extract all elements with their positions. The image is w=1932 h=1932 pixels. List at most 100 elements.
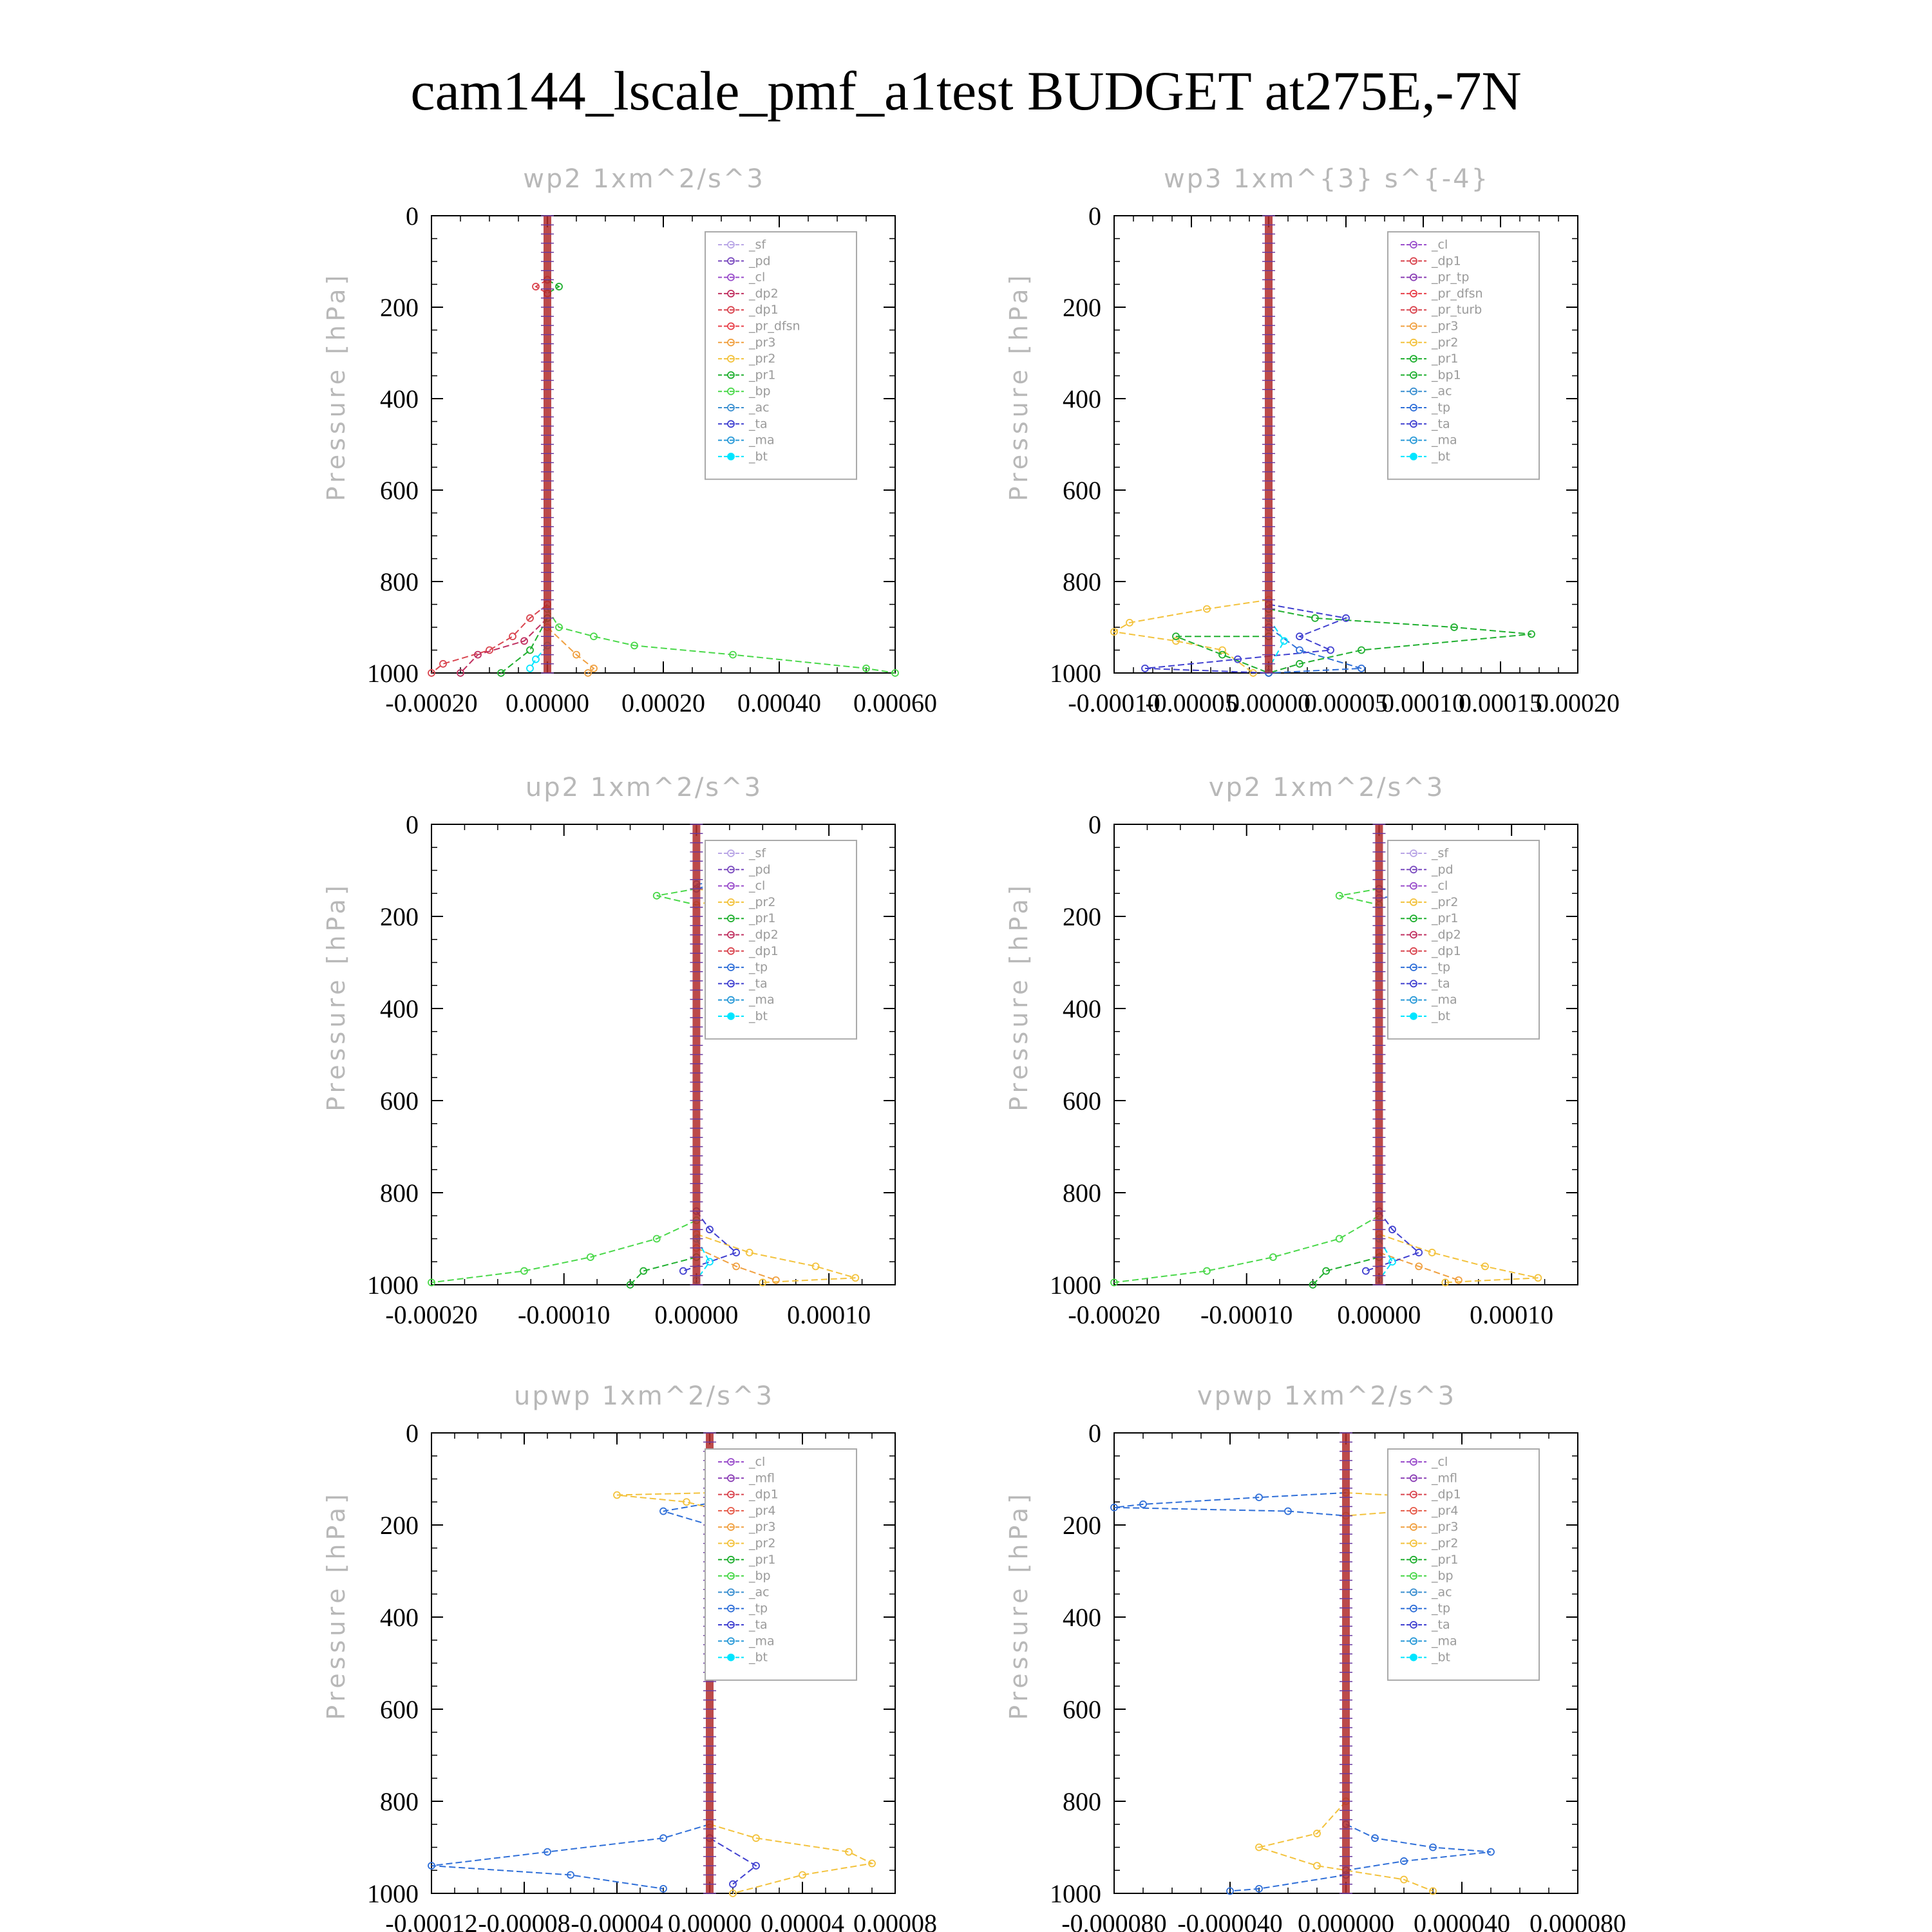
legend-entry: _tp [1431,960,1450,974]
series-point [439,659,447,668]
series-point [526,665,534,672]
legend-marker [1410,914,1417,923]
legend-marker [727,963,735,971]
legend-entry: _dp1 [748,1488,779,1502]
series-line [1268,608,1532,674]
series-point [659,1834,667,1842]
series-point [706,1226,714,1234]
panel-3: up2 1xm^2/s^3 Pressure [hPa] 0 200 400 600 800… [322,773,896,1329]
series-point [1487,1848,1495,1856]
legend-marker [727,1458,735,1466]
legend-entry: _mfl [1431,1471,1457,1485]
series-point [457,669,464,677]
legend-entry: _ma [748,1634,775,1648]
series-point [590,665,598,672]
y-tick-label: 0 [406,810,419,839]
series-point [1255,1493,1263,1502]
legend-entry: _mfl [748,1471,775,1485]
x-tick-label: -0.00020 [385,1300,477,1329]
legend-marker [727,914,735,923]
x-tick-label: -0.00010 [1068,688,1160,717]
legend-entry: _sf [1431,846,1449,860]
legend-entry: _cl [748,1455,765,1469]
series-line [1268,627,1362,674]
legend-marker [727,289,735,298]
series-point [1450,623,1458,631]
x-tick-label: 0.00000 [1337,1300,1421,1329]
x-tick-label: 0.00010 [787,1300,871,1329]
series-point [659,1884,667,1893]
legend-box [705,1448,857,1681]
legend-entry: _sf [748,238,766,252]
y-tick-label: 800 [380,1179,419,1208]
series-line [1345,1823,1492,1871]
x-tick-label: -0.000080 [1061,1909,1166,1932]
legend-entry: _pd [748,254,771,268]
series-line [431,1219,697,1283]
legend-entry: _cl [1431,1455,1448,1469]
legend-marker [1410,306,1417,314]
legend-marker [727,322,735,330]
panel-4: vp2 1xm^2/s^3 Pressure [hPa] 0 200 400 600 800… [1005,773,1578,1329]
series-point [1361,1267,1370,1275]
series-point [520,1267,528,1275]
legend-entry: _ac [748,401,770,415]
series-point [526,646,534,654]
series-line [1113,1215,1379,1283]
series-point [729,1880,737,1888]
series-point [1358,646,1365,654]
legend-marker [1410,1012,1417,1020]
legend-marker [1410,289,1417,298]
x-tick-label: -0.000040 [1177,1909,1282,1932]
legend-marker [1410,355,1417,363]
legend-marker [727,980,735,988]
legend-marker [727,241,735,249]
series-line [696,1247,777,1281]
legend-marker [1410,404,1417,412]
legend-box [705,840,857,1040]
legend-entry: _pr3 [1431,319,1458,334]
x-tick-label: -0.00012 [385,1909,477,1932]
series-line [656,888,697,906]
series-point [1388,1258,1396,1266]
series-point [1296,646,1303,654]
legend-marker [1410,257,1417,265]
series-point [428,1278,435,1287]
x-tick-label: 0.00010 [1381,688,1465,717]
x-tick-label: -0.00010 [518,1300,610,1329]
legend-marker [1410,980,1417,988]
legend-entry: _pr1 [1431,1553,1458,1567]
legend-entry: _pr_turb [1431,303,1482,317]
series-point [1255,1884,1263,1893]
series-point [752,1834,760,1842]
series-point [1139,1500,1147,1508]
x-tick-label: -0.00010 [1200,1300,1293,1329]
x-tick-label: 0.00008 [853,1909,937,1932]
y-tick-label: 600 [1063,1086,1101,1115]
series-point [811,1262,820,1271]
series-point [428,669,435,677]
legend-entry: _ac [1431,384,1452,399]
y-tick-label: 400 [380,1603,419,1632]
series-point [1172,632,1180,641]
x-tick-label: 0.00010 [1470,1300,1553,1329]
series-point [1110,1278,1118,1287]
series-point [474,650,482,659]
series-line [696,1233,856,1283]
series-point [509,632,516,641]
legend-entry: _cl [1431,238,1448,252]
series-line [1379,1233,1539,1283]
legend-box [1387,1448,1540,1681]
series-point [573,650,580,659]
x-tick-label: -0.00004 [571,1909,663,1932]
legend-entry: _pr1 [748,1553,775,1567]
series-point [679,1267,687,1275]
legend-entry: _pr1 [1431,352,1458,366]
y-tick-label: 1000 [1050,1271,1101,1300]
series-line [1365,1211,1421,1272]
legend-entry: _bt [748,450,768,464]
series-line [1144,603,1349,674]
series-point [1342,614,1350,622]
series-point [1441,1278,1450,1287]
